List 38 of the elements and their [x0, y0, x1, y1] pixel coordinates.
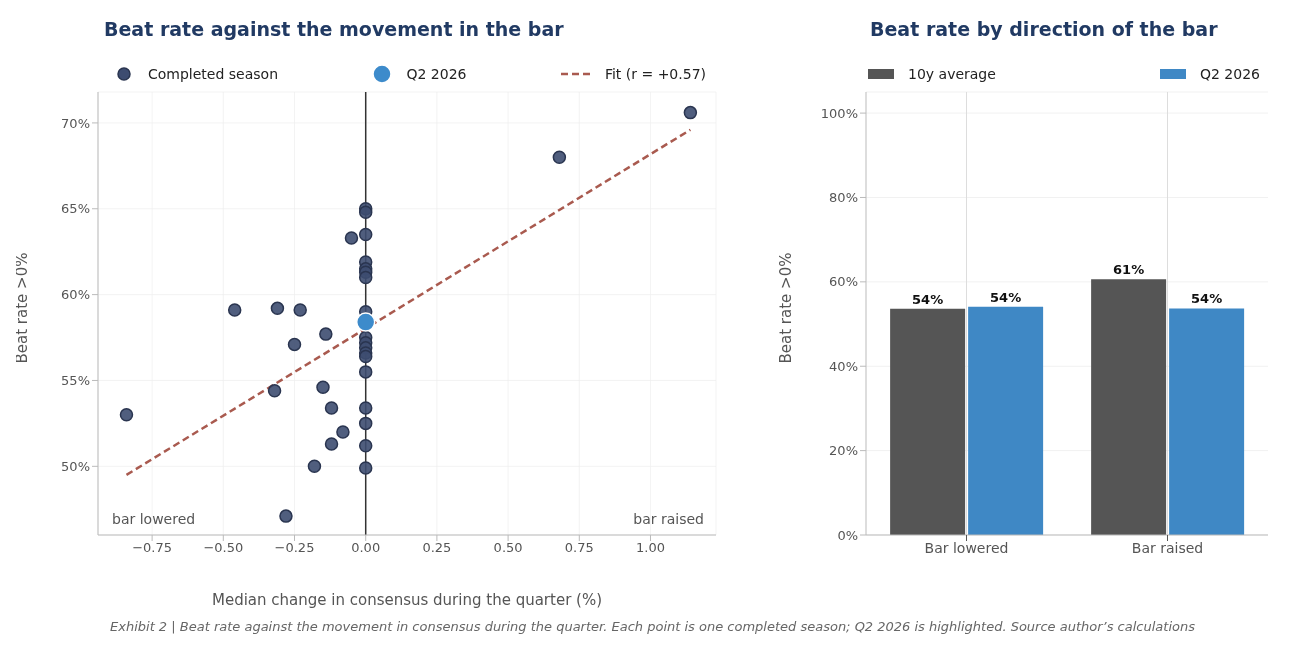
x-tick-label: Bar lowered [924, 539, 1009, 556]
x-tick-label: 0.50 [493, 540, 523, 556]
text: Exhibit 2 | Beat rate against the movement in consensus during the quarter. Each point is one completed season; Q2 2026 is highlighted. Source author’s calculations [109, 619, 1196, 634]
y-tick-label: 65% [61, 201, 90, 217]
y-tick-label: 50% [61, 458, 90, 474]
x-tick-label: −0.50 [203, 540, 244, 556]
legend-label: 10y average [908, 66, 996, 82]
legend-label: Completed season [148, 66, 279, 82]
x-tick-label: −0.25 [274, 540, 315, 556]
x-tick-label: Bar raised [1131, 539, 1204, 556]
legend-label: Q2 2026 [1199, 66, 1260, 82]
y-tick-label: 100% [820, 105, 858, 121]
legend-label: Fit (r = +0.57) [604, 66, 706, 82]
x-tick-label: 0.00 [351, 540, 381, 556]
y-tick-label: 40% [829, 358, 858, 374]
chart-title: Beat rate against the movement in the bar [104, 18, 564, 40]
y-tick-label: 0% [837, 527, 858, 543]
y-tick-label: 55% [61, 373, 90, 389]
x-tick-label: 1.00 [636, 540, 665, 556]
data-label: 54% [1191, 291, 1223, 307]
annotation: bar lowered [112, 511, 196, 527]
y-tick-label: 20% [829, 443, 858, 459]
y-axis-title: Beat rate >0% [13, 252, 32, 364]
y-tick-label: 60% [829, 274, 858, 290]
chart-title: Beat rate by direction of the bar [870, 18, 1218, 40]
y-tick-label: 60% [61, 287, 90, 303]
y-tick-label: 70% [61, 115, 90, 131]
data-label: 61% [1113, 262, 1145, 278]
x-tick-label: −0.75 [132, 540, 173, 556]
x-tick-label: 0.25 [422, 540, 452, 556]
annotation: bar raised [633, 511, 704, 527]
data-label: 54% [990, 289, 1022, 305]
data-label: 54% [912, 291, 944, 307]
y-axis-title: Beat rate >0% [777, 252, 796, 364]
legend-label: Q2 2026 [406, 66, 467, 82]
x-axis-title: Median change in consensus during the quarter (%) [211, 591, 603, 609]
y-tick-label: 80% [829, 190, 858, 206]
x-tick-label: 0.75 [564, 540, 594, 556]
